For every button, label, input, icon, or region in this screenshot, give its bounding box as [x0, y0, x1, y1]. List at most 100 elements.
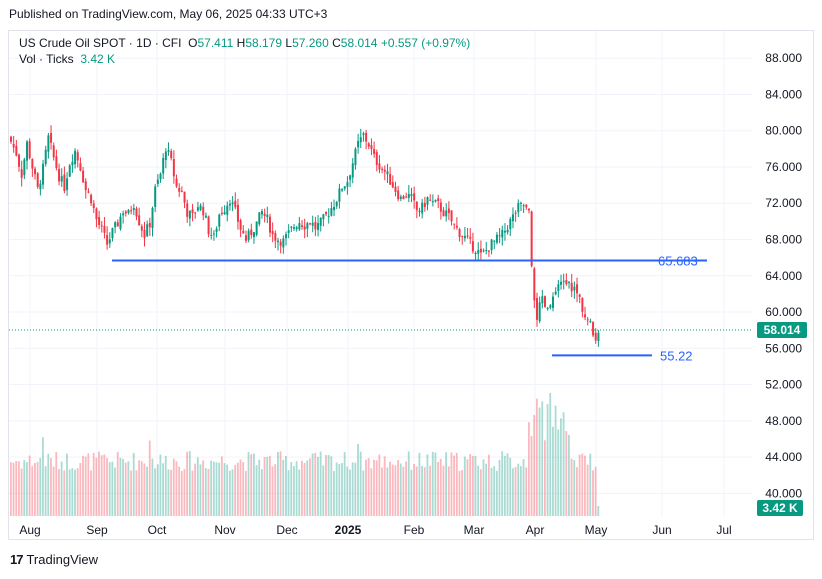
candle [162, 153, 165, 180]
candle [373, 141, 376, 158]
candle [552, 292, 555, 312]
candle-body [365, 132, 368, 142]
volume-bar [557, 429, 560, 516]
candle-body [167, 150, 170, 152]
volume-bar [231, 469, 234, 516]
volume-bar [260, 469, 263, 516]
candle-body [218, 214, 221, 227]
volume-bar [362, 470, 365, 516]
candle [106, 226, 109, 250]
volume-bar [506, 453, 509, 516]
candle-body [228, 203, 231, 206]
candle [386, 163, 389, 184]
candle [405, 192, 408, 199]
candle-body [327, 215, 330, 217]
candle-body [260, 211, 263, 215]
candle [471, 232, 474, 254]
candle-body [549, 305, 552, 308]
footer-brand[interactable]: 17 TradingView [10, 552, 98, 567]
candle [298, 216, 301, 232]
volume-bar [218, 462, 221, 516]
candle [525, 204, 528, 210]
y-tick-label: 60.000 [765, 305, 802, 319]
volume-bar [215, 462, 218, 516]
volume-bar [343, 452, 346, 516]
volume-bar [151, 458, 154, 516]
x-tick-label: May [585, 523, 608, 537]
candle-body [576, 284, 579, 294]
candle [469, 228, 472, 244]
candle [12, 136, 15, 153]
volume-bar [578, 454, 581, 516]
volume-bar [597, 506, 600, 516]
volume-bar [170, 469, 172, 516]
candle [453, 223, 456, 230]
candle [58, 163, 61, 186]
candle-body [511, 214, 514, 222]
candle-body [23, 159, 26, 176]
candle [327, 208, 330, 224]
volume-bar [439, 458, 442, 516]
volume-bar [586, 464, 589, 516]
volume-bar [234, 464, 237, 516]
candle-body [116, 222, 119, 227]
candle [301, 219, 304, 230]
candle [138, 207, 141, 226]
volume-bar [402, 466, 405, 516]
candle-body [533, 268, 536, 301]
candle-body [565, 280, 568, 285]
volume-bar [490, 467, 493, 516]
volume-bar [146, 466, 148, 516]
volume-bar [223, 463, 226, 516]
candle [495, 232, 498, 245]
candle-body [495, 234, 498, 243]
candle [389, 166, 392, 185]
candle-body [191, 209, 194, 214]
volume-bar [447, 466, 450, 516]
candle-body [397, 190, 400, 200]
candle-body [140, 226, 143, 231]
candle-body [188, 210, 191, 219]
volume-bar [391, 464, 394, 516]
candle [95, 207, 98, 228]
candle [466, 228, 469, 239]
volume-bar [479, 469, 482, 516]
volume-bar [188, 451, 191, 516]
volume-bar [535, 398, 538, 516]
volume-bar [437, 461, 439, 516]
candles [10, 125, 600, 347]
volume-bar [298, 469, 301, 516]
candle [367, 142, 370, 150]
candle [202, 202, 205, 221]
volume-bar [108, 462, 111, 516]
time-axis: Aug Sep Oct Nov Dec 2025 Feb Mar Apr May Jun Jul [19, 523, 731, 537]
volume-bar [522, 459, 525, 516]
candle-body [568, 281, 571, 283]
volume-bar [354, 462, 357, 516]
candle-body [338, 188, 341, 202]
volume-bar [303, 462, 306, 516]
candle-body [383, 169, 386, 172]
candle-body [453, 223, 456, 225]
x-tick-label: Jul [716, 523, 731, 537]
candle [333, 199, 336, 217]
volume-bar [156, 464, 159, 516]
candle [236, 198, 239, 230]
candle [239, 218, 242, 238]
volume-bar [455, 452, 458, 516]
candle-body [242, 230, 245, 234]
legend-volume-label: Vol · Ticks [19, 52, 74, 66]
x-tick-label: Apr [526, 523, 545, 537]
candle-body [42, 163, 45, 185]
volume-bar [100, 455, 103, 516]
candle [28, 138, 31, 160]
legend-high-label: H [236, 36, 246, 50]
volume-bar [477, 465, 480, 516]
candle [39, 179, 42, 196]
volume-bar [581, 453, 584, 516]
candle [397, 186, 400, 202]
legend-close-label: C [332, 36, 341, 50]
volume-bar [199, 464, 202, 516]
candle-body [517, 203, 520, 213]
